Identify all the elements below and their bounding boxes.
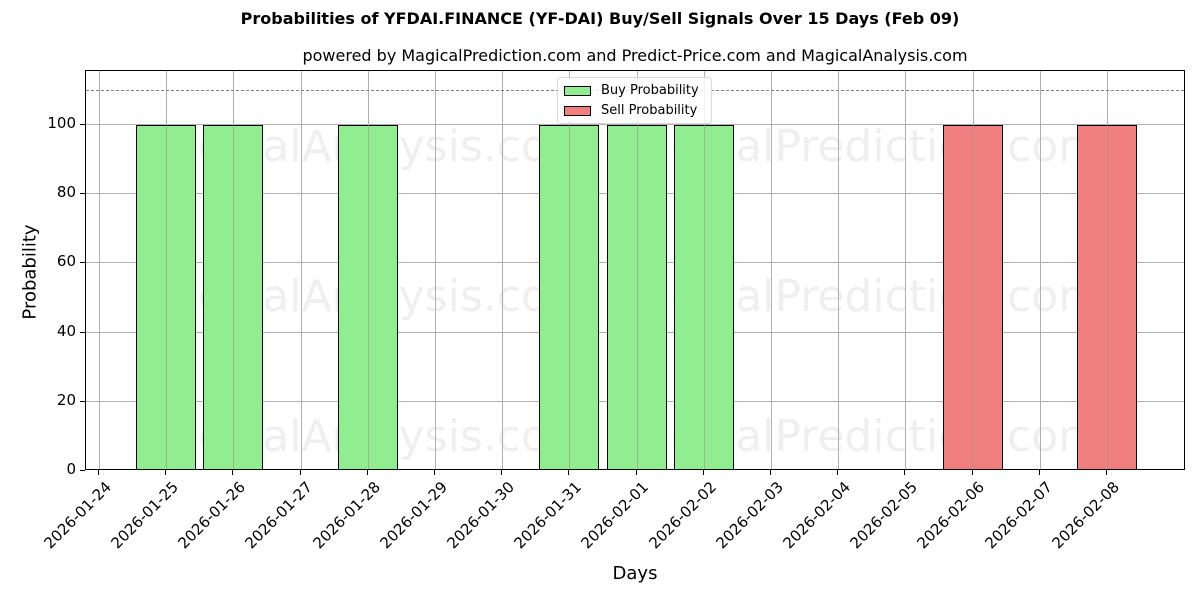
x-tick-mark xyxy=(299,470,301,475)
x-tick-label: 2026-02-06 xyxy=(913,478,989,553)
legend: Buy Probability Sell Probability xyxy=(557,77,712,124)
x-tick-label: 2026-01-24 xyxy=(40,478,115,553)
grid-line-vertical xyxy=(905,71,907,469)
x-tick-label: 2026-01-26 xyxy=(174,478,250,553)
plot-area: MagicalAnalysis.comMagicalPrediction.com… xyxy=(85,70,1185,470)
y-tick-mark xyxy=(80,400,85,402)
x-tick-label: 2026-02-03 xyxy=(712,478,787,553)
x-tick-mark xyxy=(904,470,906,475)
grid-line-vertical xyxy=(1107,124,1108,469)
grid-line-vertical xyxy=(367,124,369,469)
x-tick-label: 2026-01-30 xyxy=(443,478,518,553)
grid-line-vertical xyxy=(972,124,974,469)
y-tick-mark xyxy=(80,123,85,125)
chart-title: Probabilities of YFDAI.FINANCE (YF-DAI) … xyxy=(240,9,960,28)
x-axis-label: Days xyxy=(612,563,658,584)
y-axis-label: Probability xyxy=(19,224,41,320)
y-tick-mark xyxy=(80,262,85,264)
buy-swatch-icon xyxy=(564,85,591,96)
legend-buy-label: Buy Probability xyxy=(601,83,699,98)
x-tick-mark xyxy=(366,470,368,475)
y-tick-label: 100 xyxy=(47,113,76,132)
y-tick-mark xyxy=(80,470,85,471)
y-tick-label: 80 xyxy=(56,183,76,202)
x-tick-label: 2026-02-04 xyxy=(779,478,854,553)
x-tick-mark xyxy=(501,470,503,475)
legend-item-sell: Sell Probability xyxy=(564,103,697,118)
sell-swatch-icon xyxy=(564,105,591,116)
grid-line-vertical xyxy=(166,124,168,469)
x-tick-mark xyxy=(165,470,167,475)
x-tick-mark xyxy=(1106,470,1107,475)
x-tick-label: 2026-02-02 xyxy=(645,478,720,553)
y-tick-label: 20 xyxy=(56,390,76,409)
legend-item-buy: Buy Probability xyxy=(564,83,699,98)
grid-line-vertical xyxy=(233,124,235,469)
x-tick-mark xyxy=(434,470,435,475)
chart-subtitle: powered by MagicalPrediction.com and Pre… xyxy=(302,46,968,65)
x-tick-mark xyxy=(1038,470,1040,475)
grid-line-vertical xyxy=(99,71,100,469)
x-tick-label: 2026-01-31 xyxy=(510,478,586,553)
x-tick-mark xyxy=(232,470,234,475)
grid-line-vertical xyxy=(502,71,504,469)
grid-line-vertical xyxy=(569,124,571,469)
grid-line-vertical xyxy=(636,124,638,469)
x-tick-mark xyxy=(568,470,570,475)
x-tick-label: 2026-01-28 xyxy=(309,478,384,553)
grid-line-vertical xyxy=(703,124,705,469)
x-tick-mark xyxy=(837,470,839,475)
x-tick-mark xyxy=(702,470,704,475)
grid-line-horizontal xyxy=(86,123,1184,125)
x-tick-mark xyxy=(770,470,771,475)
grid-line-vertical xyxy=(771,71,772,469)
x-tick-mark xyxy=(971,470,973,475)
y-tick-label: 0 xyxy=(66,460,76,478)
grid-line-vertical xyxy=(435,71,436,469)
x-tick-label: 2026-01-27 xyxy=(241,478,317,553)
x-tick-label: 2026-01-29 xyxy=(376,478,451,553)
x-tick-mark xyxy=(98,470,99,475)
x-tick-mark xyxy=(635,470,637,475)
x-tick-label: 2026-02-08 xyxy=(1048,478,1123,553)
grid-line-vertical xyxy=(838,71,840,469)
y-tick-mark xyxy=(80,331,85,333)
x-tick-label: 2026-02-05 xyxy=(846,478,922,553)
y-tick-label: 60 xyxy=(56,252,76,271)
y-tick-label: 40 xyxy=(56,321,76,340)
x-tick-label: 2026-02-01 xyxy=(577,478,653,553)
x-tick-label: 2026-02-07 xyxy=(981,478,1056,553)
x-tick-label: 2026-01-25 xyxy=(107,478,182,553)
y-tick-mark xyxy=(80,193,85,195)
grid-line-vertical xyxy=(1039,71,1041,469)
grid-line-vertical xyxy=(300,71,302,469)
legend-sell-label: Sell Probability xyxy=(601,103,698,118)
